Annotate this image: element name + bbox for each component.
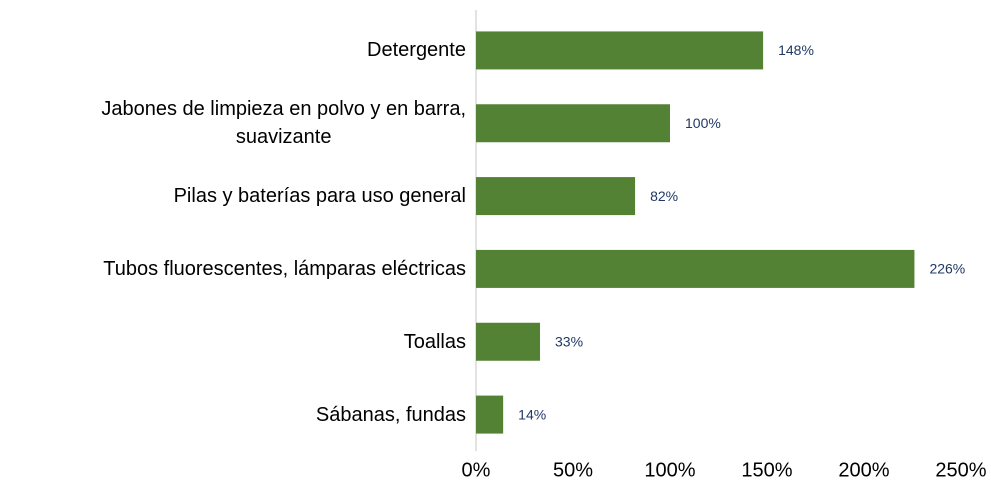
y-tick-label: Tubos fluorescentes, lámparas eléctricas <box>103 257 466 280</box>
x-tick-label: 250% <box>935 459 986 481</box>
bar <box>476 322 541 361</box>
x-tick-label: 0% <box>462 459 491 481</box>
x-tick-label: 50% <box>553 459 593 481</box>
value-label: 33% <box>555 333 583 349</box>
x-tick-label: 200% <box>838 459 889 481</box>
value-label: 82% <box>650 188 678 204</box>
y-tick-label: Jabones de limpieza en polvo y en barra,… <box>101 98 466 149</box>
y-tick-label: Toallas <box>403 330 466 353</box>
x-tick-label: 150% <box>741 459 792 481</box>
bar <box>476 395 504 434</box>
bar <box>476 104 670 143</box>
bar <box>476 249 915 288</box>
y-tick-label: Pilas y baterías para uso general <box>173 185 466 208</box>
value-label: 148% <box>778 42 814 58</box>
bar <box>476 177 636 216</box>
value-label: 100% <box>685 115 721 131</box>
value-label: 14% <box>518 406 546 422</box>
y-tick-label: Detergente <box>367 39 466 62</box>
x-tick-label: 100% <box>644 459 695 481</box>
bar <box>476 31 764 70</box>
value-label: 226% <box>929 261 965 277</box>
y-tick-label: Sábanas, fundas <box>315 403 466 426</box>
